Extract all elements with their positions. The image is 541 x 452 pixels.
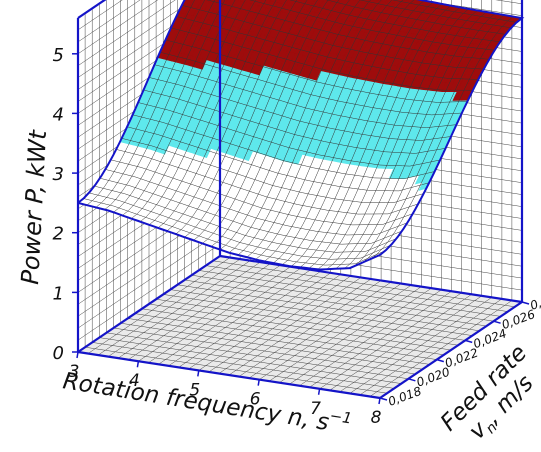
surface-meshline [165,39,468,103]
left-wall-gridline [77,0,159,55]
x-axis-label-exponent: −1 [329,406,354,427]
surface-meshline [159,51,462,116]
axes-frame [76,0,524,400]
power-surface [77,0,525,271]
x-tick-mark [378,397,381,405]
floor-gridline [113,327,416,375]
x-tick-label: 7 [310,399,321,419]
z-tick-label: 4 [53,104,64,125]
floor-grid [77,255,523,399]
x-tick-label: 8 [371,408,382,428]
x-axis-line [77,350,381,400]
surface-meshline [148,77,452,141]
floor-gridline [184,279,487,327]
surface-meshline [127,126,430,192]
surface-meshline [359,0,512,29]
left-wall-gridline [77,0,141,43]
left-wall-gridline [77,0,176,66]
x-tick-mark [136,361,140,368]
floor-gridline [134,313,437,360]
floor-gridline [170,289,473,336]
floor-gridline [198,270,501,317]
surface-meshline [138,102,441,167]
x-tick-label: 3 [69,362,80,382]
floor-gridline [92,342,395,389]
floor-gridline [127,318,430,365]
floor-gridline [106,332,409,380]
z-tick-label: 0 [53,343,64,364]
surface-meshline [181,5,484,70]
surface-meshline [289,0,501,43]
frame-edge [219,254,523,304]
surface-meshline [206,0,490,60]
floor-gridline [212,260,515,308]
z-tick-label: 1 [53,283,64,304]
floor-gridline [177,284,480,332]
floor-gridline [99,337,402,384]
floor-gridline [148,303,452,351]
floor-gridline [163,294,466,341]
floor-gridline [205,265,508,312]
x-tick-mark [257,379,260,386]
surface-meshline [326,0,506,35]
floor-gridline [156,298,459,346]
left-wall-gridline [77,243,221,341]
surface-meshline [83,198,386,266]
left-wall-gridline [77,0,123,31]
y-tick-mark [379,397,388,401]
surface-meshline [110,159,413,226]
surface-meshline [94,185,397,253]
surface-meshline [116,149,419,215]
z-tick-label: 2 [53,224,64,245]
surface-meshline [99,177,402,245]
y-axis-line [379,301,523,399]
x-tick-mark [197,370,200,377]
surface-meshline [132,114,435,179]
z-tick-label: 5 [53,45,64,66]
x-tick-mark [76,351,79,359]
z-tick-label: 3 [53,164,64,185]
x-tick-mark [317,388,321,395]
surface-meshline [88,192,391,260]
surface-meshline [170,27,473,91]
y-tick-mark [493,320,501,324]
floor-gridline [191,274,494,322]
surface-meshline [392,0,517,23]
x-tick-label: 6 [250,390,261,410]
y-tick-mark [464,339,473,344]
floor-gridline [120,322,423,370]
floor-gridline [85,346,388,394]
surface-meshline [154,64,457,128]
surface-meshline [121,138,424,203]
x-tick-label: 4 [129,371,140,391]
y-tick-mark [521,301,530,305]
floor-gridline [141,308,444,356]
y-tick-mark [436,358,445,363]
frame-edge [77,0,107,19]
surface-meshline [105,169,408,236]
y-tick-mark [408,378,416,382]
left-wall-gridline [77,231,221,329]
x-tick-label: 5 [189,380,200,400]
surface-meshline [143,89,446,154]
z-axis-label: Power P, kWt [16,128,52,285]
frame-edge [77,255,221,353]
surface-meshline [249,0,495,51]
surface-meshline [176,16,479,80]
left-wall-gridline [77,0,194,78]
